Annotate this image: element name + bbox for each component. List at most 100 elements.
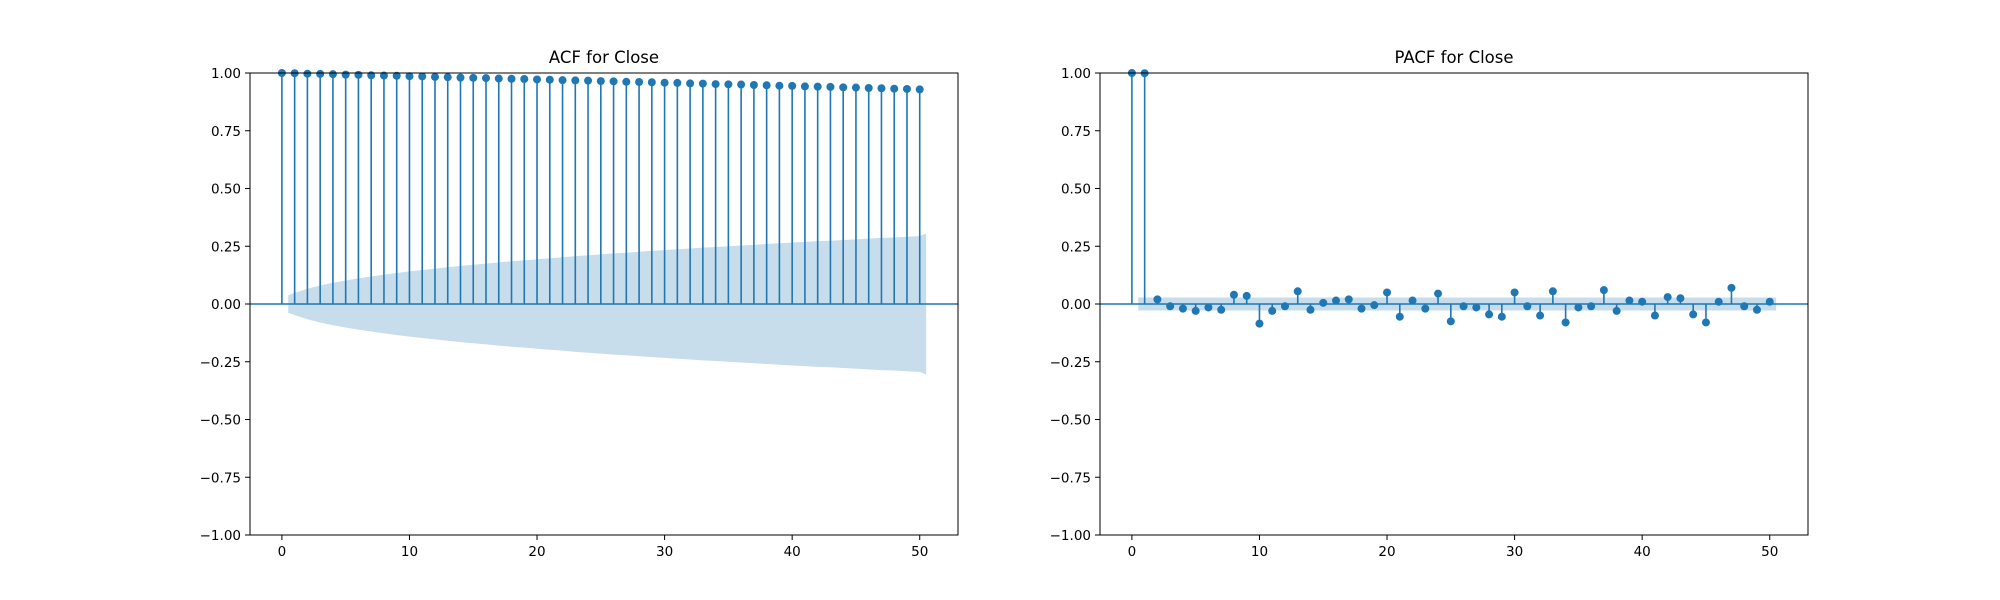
acf-marker-46 (864, 84, 873, 93)
acf-marker-9 (392, 71, 401, 80)
acf-marker-33 (698, 79, 707, 88)
pacf-marker-25 (1446, 317, 1455, 326)
acf-marker-21 (545, 75, 554, 84)
acf-marker-11 (418, 72, 427, 81)
acf-ytick-label: 0.75 (211, 124, 241, 140)
pacf-marker-11 (1268, 306, 1277, 315)
acf-xtick-label: 30 (656, 544, 673, 560)
pacf-marker-34 (1561, 318, 1570, 327)
pacf-marker-47 (1727, 283, 1736, 292)
pacf-xtick-label: 50 (1761, 544, 1778, 560)
acf-marker-18 (507, 74, 516, 83)
pacf-marker-37 (1599, 286, 1608, 295)
pacf-ytick-label: −0.50 (1050, 413, 1091, 429)
acf-ytick-label: −1.00 (200, 528, 241, 544)
pacf-marker-5 (1191, 306, 1200, 315)
pacf-marker-36 (1587, 302, 1596, 311)
pacf-marker-33 (1548, 287, 1557, 296)
pacf-ytick-label: 0.25 (1061, 239, 1091, 255)
pacf-marker-50 (1765, 297, 1774, 306)
pacf-marker-6 (1204, 303, 1213, 312)
pacf-marker-49 (1752, 305, 1761, 314)
acf-marker-35 (724, 80, 733, 89)
pacf-marker-7 (1217, 305, 1226, 314)
pacf-marker-10 (1255, 319, 1264, 328)
acf-marker-13 (443, 73, 452, 82)
pacf-marker-18 (1357, 304, 1366, 313)
pacf-marker-3 (1166, 302, 1175, 311)
acf-marker-20 (533, 75, 542, 84)
pacf-marker-39 (1625, 296, 1634, 305)
pacf-ytick-label: −0.75 (1050, 470, 1091, 486)
acf-marker-34 (711, 80, 720, 89)
pacf-marker-43 (1676, 294, 1685, 303)
pacf-marker-12 (1280, 302, 1289, 311)
pacf-marker-17 (1344, 295, 1353, 304)
pacf-xtick-label: 10 (1251, 544, 1268, 560)
acf-ytick-label: 1.00 (211, 66, 241, 82)
pacf-marker-19 (1370, 301, 1379, 310)
pacf-marker-28 (1485, 310, 1494, 319)
pacf-marker-24 (1434, 289, 1443, 298)
acf-chart: ACF for Close −1.00 −0.75 −0.50 −0.25 0.00 0.… (200, 48, 959, 560)
acf-marker-29 (647, 78, 656, 87)
acf-title: ACF for Close (549, 48, 659, 67)
acf-marker-27 (622, 77, 631, 86)
pacf-marker-30 (1510, 288, 1519, 297)
acf-xtick-label: 20 (528, 544, 545, 560)
pacf-xtick-label: 30 (1506, 544, 1523, 560)
pacf-marker-20 (1383, 288, 1392, 297)
pacf-marker-42 (1663, 293, 1672, 302)
pacf-xtick-label: 40 (1634, 544, 1651, 560)
pacf-marker-16 (1332, 296, 1340, 305)
acf-marker-45 (851, 83, 860, 92)
acf-axes-layer: −1.00 −0.75 −0.50 −0.25 0.00 0.25 0.50 0.75 1.00… (200, 66, 959, 560)
acf-marker-14 (456, 73, 465, 82)
pacf-ytick-label: 0.75 (1061, 124, 1091, 140)
acf-marker-32 (686, 79, 695, 88)
acf-marker-28 (635, 78, 644, 87)
acf-marker-47 (877, 84, 886, 93)
pacf-marker-26 (1459, 302, 1468, 311)
pacf-ytick-label: −1.00 (1050, 528, 1091, 544)
acf-xtick-label: 40 (784, 544, 801, 560)
acf-marker-15 (469, 73, 478, 82)
acf-marker-36 (737, 80, 746, 89)
acf-marker-17 (494, 74, 503, 83)
pacf-ytick-label: −0.25 (1050, 355, 1091, 371)
pacf-marker-44 (1689, 310, 1698, 319)
pacf-marker-15 (1319, 298, 1328, 307)
acf-xtick-label: 50 (911, 544, 928, 560)
acf-marker-23 (571, 76, 580, 85)
acf-marker-44 (839, 83, 848, 92)
acf-marker-3 (316, 69, 325, 78)
pacf-marker-13 (1293, 287, 1302, 296)
pacf-marker-27 (1472, 303, 1481, 312)
pacf-marker-38 (1612, 306, 1621, 315)
acf-marker-22 (558, 76, 567, 85)
pacf-marker-35 (1574, 303, 1583, 312)
acf-ytick-label: −0.25 (200, 355, 241, 371)
pacf-marker-22 (1408, 296, 1417, 305)
pacf-marker-23 (1421, 304, 1430, 313)
acf-stems-layer (250, 69, 958, 305)
acf-marker-50 (915, 85, 924, 94)
acf-marker-41 (800, 82, 809, 91)
acf-marker-38 (762, 81, 771, 90)
pacf-marker-40 (1638, 297, 1647, 306)
acf-marker-49 (902, 84, 911, 93)
pacf-marker-46 (1714, 297, 1723, 306)
pacf-marker-9 (1242, 291, 1251, 300)
acf-ytick-label: 0.00 (211, 297, 241, 313)
acf-marker-26 (609, 77, 618, 86)
acf-marker-24 (584, 76, 593, 85)
acf-marker-5 (341, 70, 350, 79)
acf-ytick-label: −0.50 (200, 413, 241, 429)
acf-marker-42 (813, 82, 822, 91)
pacf-marker-45 (1701, 318, 1710, 327)
acf-marker-30 (660, 78, 669, 87)
pacf-marker-41 (1650, 311, 1659, 320)
pacf-ytick-label: 0.50 (1061, 182, 1091, 198)
pacf-chart: PACF for Close −1.00 −0.75 −0.50 −0.25 0.00 0… (1050, 48, 1809, 560)
